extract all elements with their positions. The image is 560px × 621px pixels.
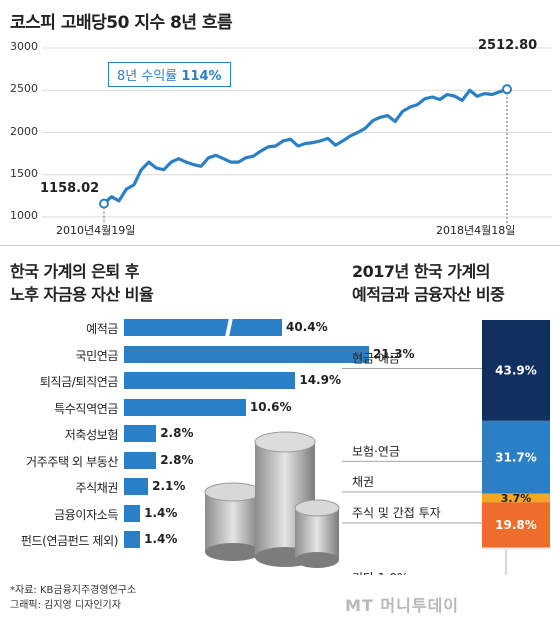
stack-value-label: 19.8% — [495, 518, 537, 532]
bar-category-label: 금융이자소득 — [54, 507, 118, 522]
bar-category-label: 펀드(연금펀드 제외) — [20, 534, 119, 548]
end-point — [502, 84, 512, 95]
stack-segment — [482, 502, 550, 548]
bar-chart-title: 한국 가계의 은퇴 후 노후 자금용 자산 비율 — [10, 260, 154, 306]
footer-graphic: 그래픽: 김지영 디자인기자 — [10, 600, 121, 611]
bar-value-label: 14.9% — [299, 373, 341, 387]
section-divider — [0, 245, 560, 246]
stack-category-label: 현금·예금 — [352, 351, 400, 365]
bar-chart-title-line1: 한국 가계의 은퇴 후 — [10, 262, 139, 281]
y-tick-label: 1000 — [10, 209, 38, 222]
bar-category-label: 특수직역연금 — [54, 401, 118, 416]
bar-value-label: 1.4% — [144, 532, 178, 546]
bar — [124, 398, 246, 416]
bar-value-label: 10.6% — [249, 399, 292, 414]
end-date-label: 2018년4월18일 — [436, 224, 516, 237]
bar — [124, 425, 157, 442]
bar — [124, 478, 149, 495]
y-tick-label: 2000 — [10, 125, 38, 138]
stack-segment — [482, 320, 550, 421]
stack-chart-title-line2: 예적금과 금융자산 비중 — [352, 285, 505, 304]
stack-segment — [482, 493, 550, 503]
stack-value-label: 3.7% — [501, 492, 532, 505]
line-chart — [42, 47, 552, 224]
bar-value-label: 40.4% — [286, 320, 328, 334]
bar-value-label: 21.3% — [372, 346, 415, 361]
stack-chart-title-line1: 2017년 한국 가계의 — [352, 262, 491, 281]
footer: *자료: KB금융지주경영연구소 그래픽: 김지영 디자인기자 — [10, 583, 136, 613]
bar-category-label: 저축성보험 — [64, 428, 119, 442]
start-value-label: 1158.02 — [40, 181, 100, 196]
index-line — [102, 87, 508, 205]
stack-value-label: 31.7% — [495, 450, 537, 464]
return-box: 8년 수익률 114% — [108, 62, 231, 87]
bar-value-label: 2.1% — [152, 479, 186, 493]
start-point — [99, 198, 109, 209]
stack-segment — [482, 420, 550, 494]
bar-chart: 예적금 40.4% 국민연금 21.3% 퇴직금/퇴직연금 14.9% 특수직역연금 10.6… — [0, 318, 415, 568]
stack-category-label: 주식 및 간접 투자 — [352, 506, 441, 520]
bar-row: 금융이자소득 1.4% — [0, 504, 345, 531]
bar-row: 펀드(연금펀드 제외) 1.4% — [0, 530, 345, 557]
bar-row: 특수직역연금 10.6% — [0, 398, 345, 425]
bar — [124, 531, 141, 548]
bar — [124, 372, 296, 389]
bar-category-label: 예적금 — [86, 322, 118, 336]
bar — [124, 451, 157, 469]
axis-break-mark — [224, 318, 233, 337]
brand-logo: MT 머니투데이 — [345, 596, 460, 615]
bar-row: 거주주택 외 부동산 2.8% — [0, 451, 345, 478]
coin-stack-illustration — [204, 431, 340, 568]
y-tick-label: 1500 — [10, 167, 38, 180]
bar — [124, 318, 282, 337]
bar-row: 국민연금 21.3% — [0, 345, 415, 372]
bar-value-label: 2.8% — [160, 426, 194, 440]
stack-chart-title: 2017년 한국 가계의 예적금과 금융자산 비중 — [352, 260, 505, 306]
stack-category-label: 보험·연금 — [352, 444, 400, 458]
start-date-label: 2010년4월19일 — [56, 224, 136, 237]
bar-value-label: 2.8% — [160, 452, 194, 467]
stack-category-label: 기타 1.0% — [352, 571, 408, 575]
bar — [124, 345, 369, 363]
bar-row: 예적금 40.4% — [0, 318, 345, 345]
stack-value-label: 43.9% — [495, 363, 537, 377]
bar-chart-title-line2: 노후 자금용 자산 비율 — [10, 285, 154, 304]
bar-row: 주식채권 2.1% — [0, 477, 345, 504]
bar-category-label: 거주주택 외 부동산 — [26, 454, 118, 469]
footer-source: *자료: KB금융지주경영연구소 — [10, 585, 137, 596]
stack-category-label: 채권 — [352, 475, 374, 489]
bar-category-label: 주식채권 — [75, 481, 118, 495]
line-chart-title: 코스피 고배당50 지수 8년 흐름 — [10, 13, 233, 33]
bar-row: 저축성보험 2.8% — [0, 424, 345, 451]
end-value-label: 2512.80 — [478, 38, 538, 53]
return-prefix: 8년 수익률 — [117, 69, 178, 84]
bar-category-label: 퇴직금/퇴직연금 — [39, 375, 119, 389]
bar-row: 퇴직금/퇴직연금 14.9% — [0, 371, 345, 398]
y-tick-label: 3000 — [10, 40, 38, 53]
bar-category-label: 국민연금 — [75, 348, 118, 363]
y-tick-label: 2500 — [10, 82, 38, 95]
stack-segment — [482, 547, 550, 550]
bar — [124, 504, 141, 522]
bar-value-label: 1.4% — [144, 505, 178, 520]
return-value: 114% — [181, 69, 222, 84]
